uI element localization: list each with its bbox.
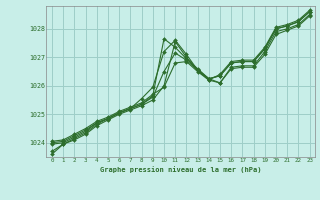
- X-axis label: Graphe pression niveau de la mer (hPa): Graphe pression niveau de la mer (hPa): [100, 166, 261, 173]
